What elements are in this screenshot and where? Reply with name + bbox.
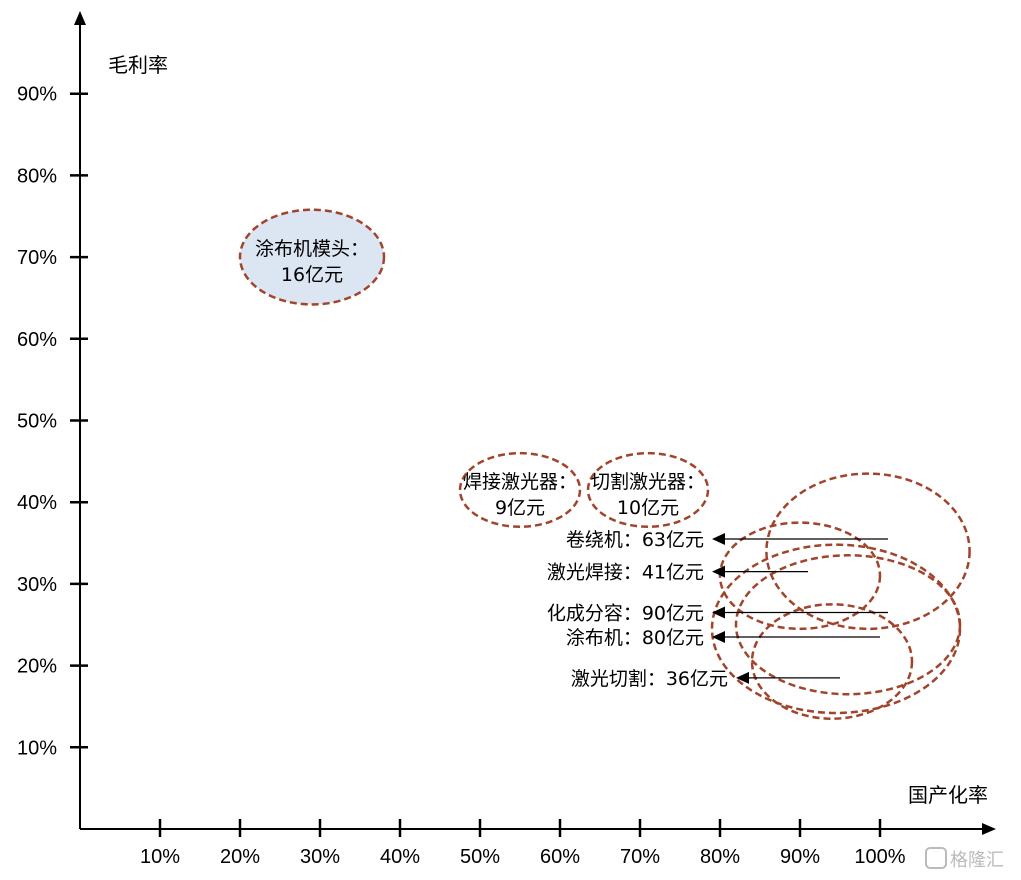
watermark-text: 格隆汇 <box>950 850 1004 871</box>
y-tick-label: 80% <box>17 165 57 187</box>
annotation-label: 涂布机：80亿元 <box>566 627 704 649</box>
bubble-point <box>238 208 386 306</box>
bubble-name-label: 涂布机模头： <box>255 238 369 260</box>
annotation-label: 激光切割：36亿元 <box>571 668 728 690</box>
x-axis-label: 国产化率 <box>908 783 988 807</box>
y-ticks: 10% 20% 30% 40% 50% 60% 70% 80% 90% <box>17 84 88 759</box>
annotation-label: 激光焊接：41亿元 <box>547 562 704 584</box>
annotation-arrowhead <box>712 606 725 619</box>
bubble-point <box>734 554 962 696</box>
watermark: 格隆汇 <box>925 847 1004 871</box>
annotation-arrowhead <box>712 565 725 578</box>
x-tick-label: 90% <box>780 846 820 868</box>
x-tick-label: 30% <box>300 846 340 868</box>
x-tick-label: 10% <box>140 846 180 868</box>
bubble-point <box>765 472 971 631</box>
annotation-arrowhead <box>736 671 749 684</box>
y-tick-label: 40% <box>17 492 57 514</box>
y-axis-label: 毛利率 <box>108 53 168 77</box>
x-tick-label: 60% <box>540 846 580 868</box>
y-axis-arrowhead <box>74 11 86 25</box>
bubble-value-label: 9亿元 <box>495 497 545 519</box>
x-tick-label: 80% <box>700 846 740 868</box>
x-tick-label: 50% <box>460 846 500 868</box>
bubble-value-label: 10亿元 <box>617 497 679 519</box>
bubble-point <box>586 451 710 528</box>
y-tick-label: 20% <box>17 656 57 678</box>
y-tick-label: 90% <box>17 84 57 106</box>
x-tick-label: 20% <box>220 846 260 868</box>
annotation-arrows: 卷绕机：63亿元激光焊接：41亿元化成分容：90亿元涂布机：80亿元激光切割：3… <box>547 529 888 690</box>
x-tick-label: 40% <box>380 846 420 868</box>
annotation-arrowhead <box>712 631 725 644</box>
bubble-name-label: 焊接激光器： <box>463 471 577 493</box>
bubble-point <box>710 543 962 715</box>
bubble-point <box>718 521 882 631</box>
x-ticks: 10% 20% 30% 40% 50% 60% 70% 80% 90% 100% <box>140 819 906 868</box>
y-tick-label: 10% <box>17 737 57 759</box>
bubble-name-label: 切割激光器： <box>591 471 705 493</box>
x-tick-label: 100% <box>854 846 905 868</box>
watermark-icon <box>925 847 947 869</box>
bubble-point <box>750 603 914 720</box>
annotation-arrowhead <box>712 532 725 545</box>
x-tick-label: 70% <box>620 846 660 868</box>
y-tick-label: 50% <box>17 411 57 433</box>
annotation-label: 卷绕机：63亿元 <box>566 529 704 551</box>
bubble-point <box>458 451 582 528</box>
axes-layer: 毛利率 国产化率 <box>74 11 996 835</box>
x-axis-arrowhead <box>982 823 996 835</box>
bubble-value-label: 16亿元 <box>281 264 343 286</box>
y-tick-label: 30% <box>17 574 57 596</box>
y-tick-label: 70% <box>17 247 57 269</box>
annotation-label: 化成分容：90亿元 <box>547 602 704 624</box>
y-tick-label: 60% <box>17 329 57 351</box>
